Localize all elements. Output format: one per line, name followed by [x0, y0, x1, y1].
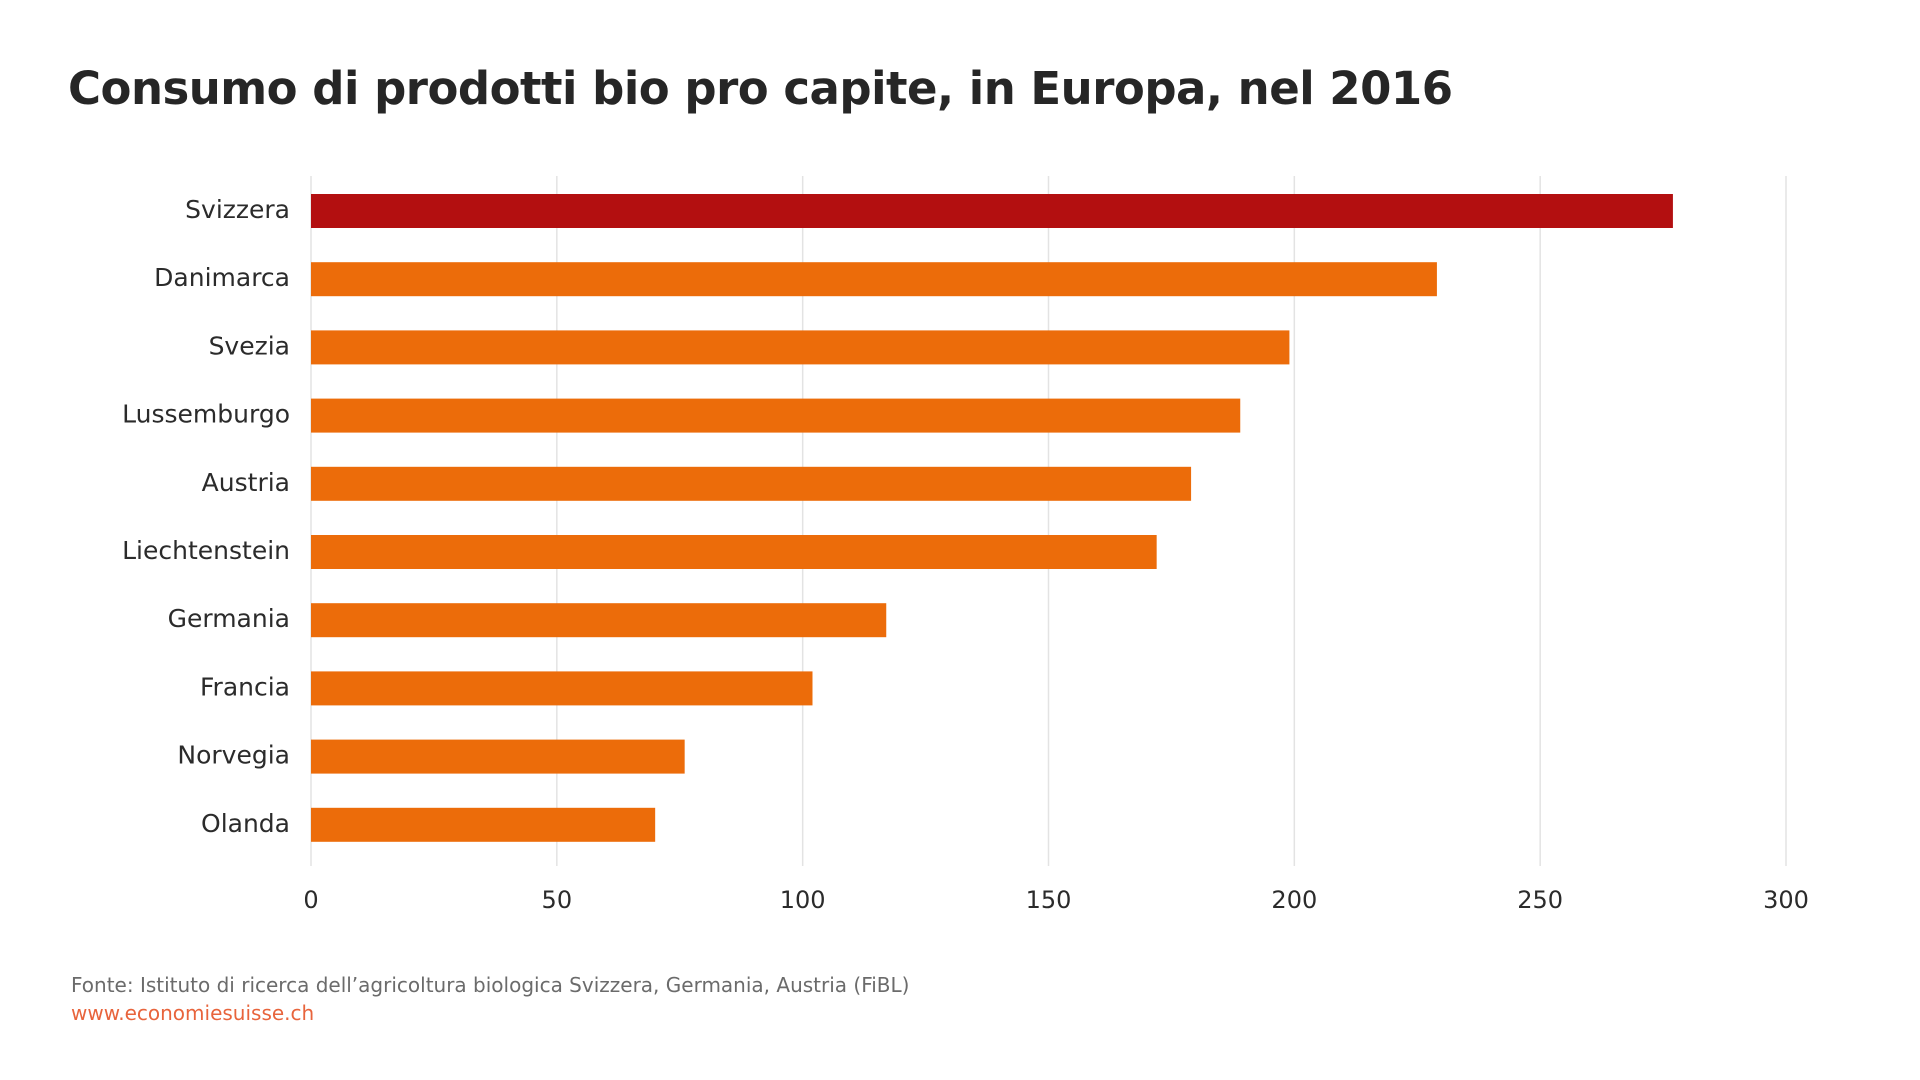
category-labels: Svizzera Danimarca Svezia Lussemburgo Austri… — [122, 195, 290, 838]
bar-lussemburgo — [311, 398, 1241, 433]
bar-austria — [311, 466, 1192, 501]
category-label: Danimarca — [154, 263, 290, 292]
category-label: Norvegia — [177, 741, 290, 770]
source-note: Fonte: Istituto di ricerca dell’agricolt… — [71, 973, 910, 997]
x-tick-label: 300 — [1763, 886, 1809, 914]
x-tick-label: 200 — [1271, 886, 1317, 914]
bar-liechtenstein — [311, 535, 1157, 569]
bar-danimarca — [311, 262, 1437, 297]
x-tick-label: 250 — [1517, 886, 1563, 914]
category-label: Olanda — [201, 809, 290, 838]
x-tick-label: 150 — [1026, 886, 1072, 914]
bar-svezia — [311, 330, 1290, 365]
x-tick-label: 0 — [303, 886, 318, 914]
bars — [311, 194, 1673, 842]
x-tick-label: 100 — [780, 886, 826, 914]
category-label: Austria — [202, 468, 290, 497]
source-link[interactable]: www.economiesuisse.ch — [71, 1001, 315, 1025]
category-label: Svizzera — [185, 195, 290, 224]
bar-svizzera — [311, 194, 1673, 228]
category-label: Lussemburgo — [122, 400, 290, 429]
x-axis-tick-labels: 0 50 100 150 200 250 300 — [303, 886, 1809, 914]
bar-norvegia — [311, 739, 685, 774]
chart-title: Consumo di prodotti bio pro capite, in E… — [68, 62, 1453, 115]
bar-olanda — [311, 807, 656, 842]
bar-francia — [311, 671, 813, 706]
category-label: Svezia — [209, 331, 290, 360]
category-label: Francia — [200, 672, 290, 701]
bar-germania — [311, 603, 887, 638]
category-label: Germania — [168, 604, 290, 633]
x-tick-label: 50 — [542, 886, 573, 914]
category-label: Liechtenstein — [122, 536, 290, 565]
